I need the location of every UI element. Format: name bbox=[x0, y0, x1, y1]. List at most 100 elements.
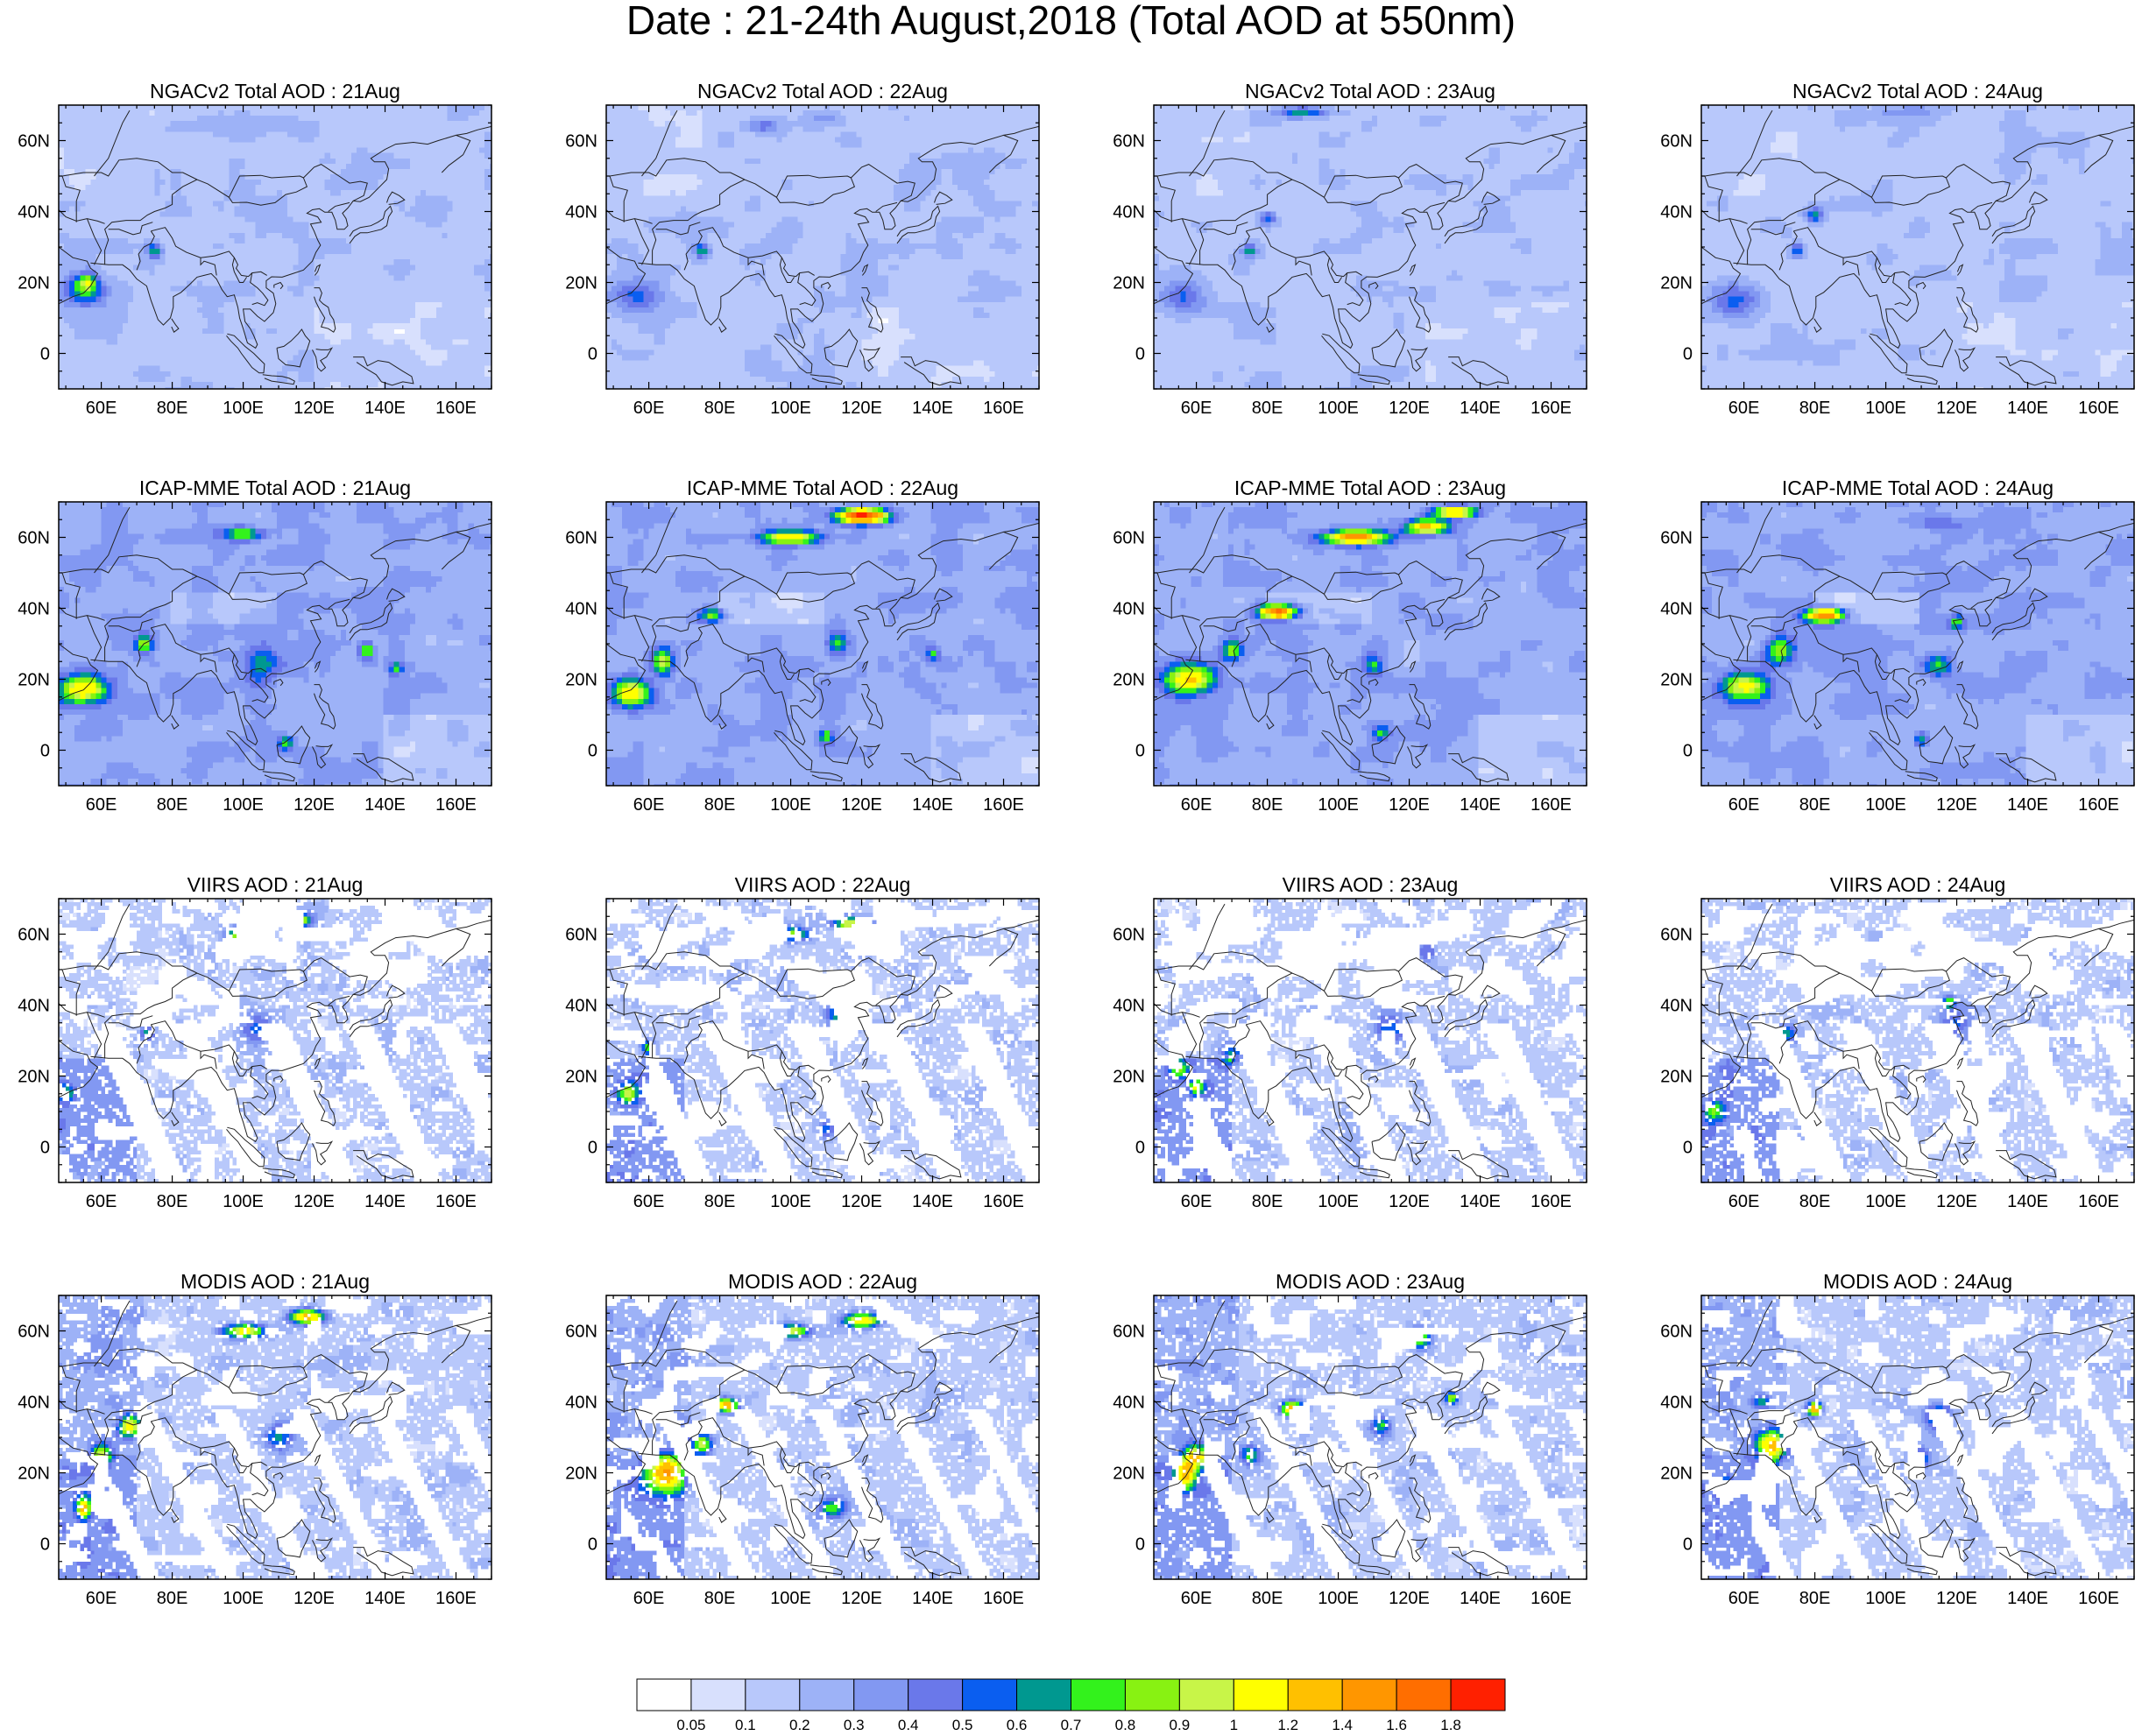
aod-field bbox=[59, 899, 492, 1183]
x-tick-label: 80E bbox=[157, 399, 188, 418]
y-tick-label: 60N bbox=[565, 529, 597, 548]
x-tick-label: 80E bbox=[704, 1192, 736, 1211]
y-tick-label: 20N bbox=[1660, 1068, 1693, 1087]
y-tick-label: 20N bbox=[1660, 1464, 1693, 1484]
panel-title: MODIS AOD : 22Aug bbox=[577, 1271, 1068, 1292]
panel-title: NGACv2 Total AOD : 21Aug bbox=[30, 81, 520, 102]
y-tick-label: 40N bbox=[1113, 600, 1145, 619]
y-tick-label: 40N bbox=[1660, 600, 1693, 619]
x-tick-label: 140E bbox=[912, 399, 953, 418]
y-tick-label: 0 bbox=[40, 742, 50, 761]
y-tick-label: 0 bbox=[40, 345, 50, 364]
panel-title: VIIRS AOD : 22Aug bbox=[577, 874, 1068, 895]
panel-title: NGACv2 Total AOD : 24Aug bbox=[1672, 81, 2142, 102]
x-tick-label: 120E bbox=[1389, 1589, 1430, 1608]
x-tick-label: 120E bbox=[293, 795, 335, 815]
y-tick-label: 0 bbox=[588, 1535, 597, 1555]
y-tick-label: 60N bbox=[565, 132, 597, 152]
colorbar-swatch bbox=[1451, 1679, 1505, 1711]
x-tick-label: 140E bbox=[364, 1589, 406, 1608]
x-tick-label: 140E bbox=[364, 399, 406, 418]
y-tick-label: 20N bbox=[1113, 671, 1145, 690]
x-tick-label: 80E bbox=[1799, 399, 1831, 418]
y-tick-label: 0 bbox=[1683, 1139, 1693, 1158]
y-tick-label: 60N bbox=[18, 132, 50, 152]
x-tick-label: 60E bbox=[1181, 399, 1212, 418]
colorbar-swatch bbox=[1017, 1679, 1071, 1711]
panel-title: VIIRS AOD : 24Aug bbox=[1672, 874, 2142, 895]
x-tick-label: 100E bbox=[1865, 1589, 1906, 1608]
x-tick-label: 120E bbox=[1936, 1589, 1977, 1608]
x-tick-label: 140E bbox=[1460, 795, 1501, 815]
x-tick-label: 60E bbox=[633, 795, 665, 815]
x-tick-label: 160E bbox=[1531, 1192, 1572, 1211]
colorbar-label: 1.2 bbox=[1277, 1717, 1298, 1733]
aod-field bbox=[1701, 1295, 2135, 1580]
panel-title: NGACv2 Total AOD : 22Aug bbox=[577, 81, 1068, 102]
aod-field bbox=[606, 899, 1040, 1183]
y-tick-label: 60N bbox=[18, 926, 50, 945]
x-tick-label: 100E bbox=[223, 1192, 264, 1211]
x-tick-label: 120E bbox=[1389, 399, 1430, 418]
x-tick-label: 120E bbox=[293, 1192, 335, 1211]
x-tick-label: 100E bbox=[1865, 795, 1906, 815]
aod-field bbox=[59, 1295, 492, 1580]
y-tick-label: 60N bbox=[1113, 1323, 1145, 1342]
colorbar-swatch bbox=[1288, 1679, 1342, 1711]
colorbar-label: 0.1 bbox=[735, 1717, 756, 1733]
panel-title: MODIS AOD : 21Aug bbox=[30, 1271, 520, 1292]
y-tick-label: 0 bbox=[588, 1139, 597, 1158]
x-tick-label: 80E bbox=[157, 1589, 188, 1608]
y-tick-label: 60N bbox=[565, 926, 597, 945]
aod-field bbox=[1701, 899, 2135, 1183]
y-tick-label: 20N bbox=[1660, 671, 1693, 690]
colorbar-swatch bbox=[1234, 1679, 1288, 1711]
y-tick-label: 0 bbox=[1683, 345, 1693, 364]
y-tick-label: 0 bbox=[1135, 1139, 1145, 1158]
x-tick-label: 160E bbox=[983, 399, 1024, 418]
panel-title: VIIRS AOD : 23Aug bbox=[1125, 874, 1615, 895]
x-tick-label: 140E bbox=[2007, 795, 2048, 815]
colorbar-swatch bbox=[800, 1679, 854, 1711]
y-tick-label: 20N bbox=[565, 274, 597, 293]
x-tick-label: 160E bbox=[435, 1192, 477, 1211]
y-tick-label: 40N bbox=[18, 997, 50, 1016]
x-tick-label: 120E bbox=[1389, 795, 1430, 815]
colorbar-swatch bbox=[1125, 1679, 1179, 1711]
x-tick-label: 140E bbox=[2007, 1192, 2048, 1211]
x-tick-label: 60E bbox=[1728, 399, 1760, 418]
colorbar-label: 0.9 bbox=[1170, 1717, 1191, 1733]
y-tick-label: 40N bbox=[565, 997, 597, 1016]
x-tick-label: 100E bbox=[1865, 1192, 1906, 1211]
x-tick-label: 160E bbox=[2078, 1192, 2119, 1211]
y-tick-label: 20N bbox=[1113, 274, 1145, 293]
y-tick-label: 0 bbox=[1683, 1535, 1693, 1555]
x-tick-label: 160E bbox=[1531, 1589, 1572, 1608]
x-tick-label: 60E bbox=[1181, 1192, 1212, 1211]
x-tick-label: 60E bbox=[86, 795, 117, 815]
y-tick-label: 20N bbox=[565, 1068, 597, 1087]
x-tick-label: 100E bbox=[223, 1589, 264, 1608]
x-tick-label: 60E bbox=[1728, 1192, 1760, 1211]
y-tick-label: 60N bbox=[565, 1323, 597, 1342]
x-tick-label: 120E bbox=[1936, 399, 1977, 418]
colorbar-label: 0.2 bbox=[789, 1717, 810, 1733]
y-tick-label: 0 bbox=[1135, 1535, 1145, 1555]
y-tick-label: 40N bbox=[18, 600, 50, 619]
x-tick-label: 60E bbox=[633, 399, 665, 418]
